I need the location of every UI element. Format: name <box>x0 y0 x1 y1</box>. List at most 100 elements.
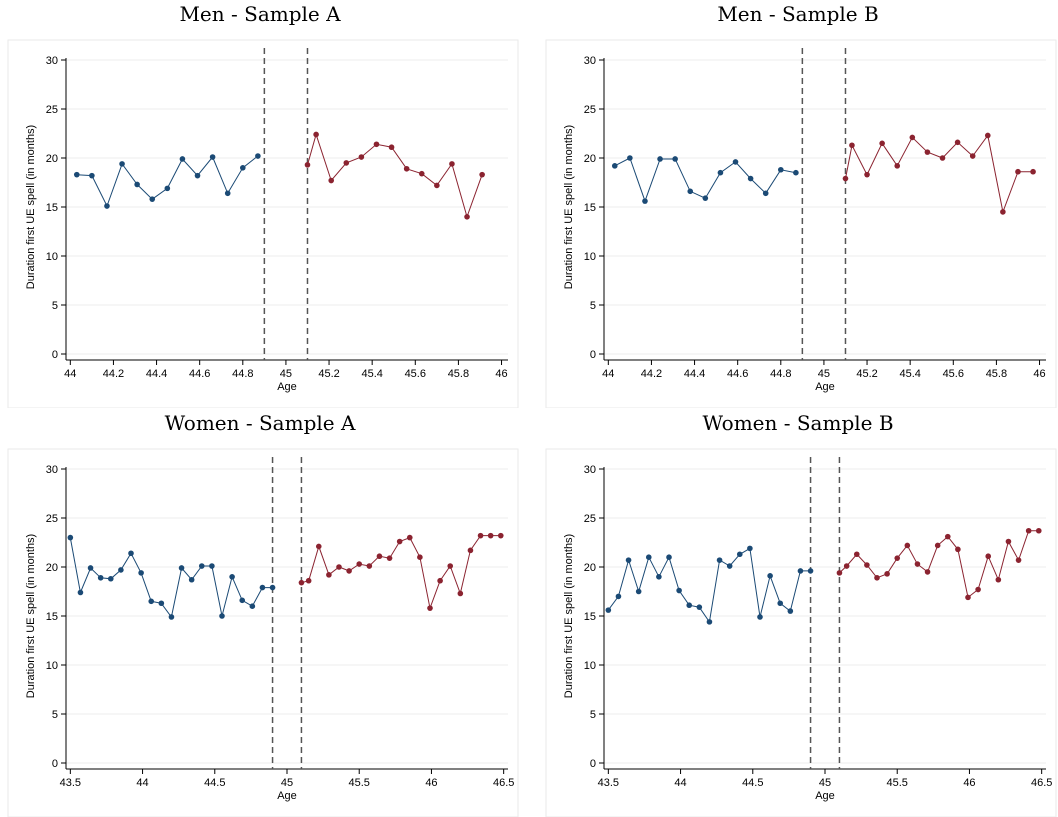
data-point <box>219 613 225 619</box>
data-point <box>904 542 911 549</box>
y-tick-label: 15 <box>584 202 596 214</box>
data-point <box>924 149 931 155</box>
x-tick-label: 43.5 <box>60 777 81 789</box>
data-point <box>687 188 694 195</box>
data-point <box>437 577 443 584</box>
data-point <box>418 170 425 177</box>
data-point <box>879 140 885 147</box>
data-point <box>969 153 976 159</box>
x-tick-label: 45.5 <box>349 777 370 789</box>
chart-women-sample-b: 0 5 10 15 20 25 30 43.5 44 44.5 45 45.5 46 46.5 Age Dur… <box>545 448 1057 817</box>
data-point <box>797 568 804 574</box>
x-tick-label: 46.5 <box>1031 777 1052 789</box>
data-point <box>894 555 901 561</box>
data-point <box>736 551 743 558</box>
data-point <box>87 565 94 571</box>
y-tick-label: 10 <box>584 660 596 672</box>
y-axis-title: Duration first UE spell (in months) <box>25 125 37 289</box>
plot-frame <box>545 39 1057 408</box>
data-point <box>449 161 455 167</box>
x-tick-label: 46 <box>1033 368 1045 380</box>
chart-men-sample-b: 0 5 10 15 20 25 30 44 44.2 44.4 44.6 44.8 45 45.2 45.4… <box>545 39 1057 408</box>
data-point <box>336 564 342 570</box>
data-point <box>89 172 95 179</box>
data-point <box>955 546 961 553</box>
data-point <box>134 181 140 188</box>
data-point <box>778 166 784 173</box>
y-tick-label: 25 <box>46 513 58 525</box>
x-tick-label: 44.2 <box>103 368 124 380</box>
data-point <box>328 177 335 184</box>
data-point <box>843 563 850 569</box>
x-tick-label: 44.8 <box>770 368 791 380</box>
plot-frame <box>7 448 519 817</box>
data-point <box>447 563 454 569</box>
data-point <box>894 163 901 169</box>
data-point <box>194 172 201 179</box>
data-point <box>696 604 703 610</box>
data-point <box>119 161 125 167</box>
x-axis-title: Age <box>277 790 297 802</box>
data-point <box>777 600 784 607</box>
data-point <box>635 588 642 595</box>
x-tick-label: 44 <box>674 777 686 789</box>
y-tick-label: 30 <box>46 55 58 67</box>
chart-title: Women - Sample B <box>702 411 894 435</box>
data-point <box>716 557 723 563</box>
y-tick-label: 30 <box>46 464 58 476</box>
data-point <box>615 593 622 600</box>
data-point <box>762 190 769 197</box>
data-point <box>934 542 941 549</box>
data-point <box>1030 168 1036 175</box>
data-point <box>73 171 80 178</box>
x-axis-title: Age <box>815 790 835 802</box>
x-tick-label: 45.8 <box>448 368 469 380</box>
data-point <box>168 614 175 620</box>
data-point <box>479 171 485 178</box>
y-tick-label: 0 <box>590 349 596 361</box>
data-point <box>1035 527 1042 534</box>
data-point <box>924 569 931 575</box>
y-tick-label: 20 <box>584 562 596 574</box>
data-point <box>158 600 165 607</box>
y-tick-label: 25 <box>584 104 596 116</box>
data-point <box>627 155 633 161</box>
data-point <box>315 543 322 550</box>
y-tick-label: 5 <box>52 709 58 721</box>
x-tick-label: 44.5 <box>742 777 763 789</box>
data-point <box>954 139 961 146</box>
data-point <box>249 603 256 609</box>
data-point <box>259 584 266 591</box>
data-point <box>1000 209 1006 215</box>
x-tick-label: 45 <box>819 777 831 789</box>
x-tick-label: 45.2 <box>856 368 877 380</box>
data-point <box>672 156 678 162</box>
data-point <box>67 534 74 541</box>
data-point <box>427 605 433 611</box>
data-point <box>209 154 216 160</box>
data-point <box>666 554 672 560</box>
data-point <box>467 547 474 554</box>
data-point <box>255 153 261 159</box>
y-tick-label: 20 <box>46 562 58 574</box>
data-point <box>305 577 312 584</box>
data-point <box>853 551 860 558</box>
data-point <box>107 575 114 582</box>
x-tick-label: 44 <box>64 368 76 380</box>
data-point <box>356 561 363 567</box>
panel-women-sample-b: Women - Sample B 0 5 10 15 20 25 30 43.5 44 44.5 4… <box>538 409 1058 817</box>
x-axis-title: Age <box>815 381 835 393</box>
data-point <box>240 165 246 171</box>
data-point <box>487 532 494 539</box>
data-point <box>787 608 794 614</box>
x-tick-label: 43.5 <box>598 777 619 789</box>
y-tick-label: 0 <box>590 758 596 770</box>
y-tick-label: 10 <box>46 660 58 672</box>
data-point <box>656 574 662 580</box>
chart-title: Men - Sample B <box>717 2 879 26</box>
x-tick-label: 45 <box>818 368 830 380</box>
y-tick-label: 25 <box>584 513 596 525</box>
data-point <box>97 574 104 581</box>
y-tick-label: 15 <box>584 611 596 623</box>
y-tick-label: 30 <box>584 55 596 67</box>
